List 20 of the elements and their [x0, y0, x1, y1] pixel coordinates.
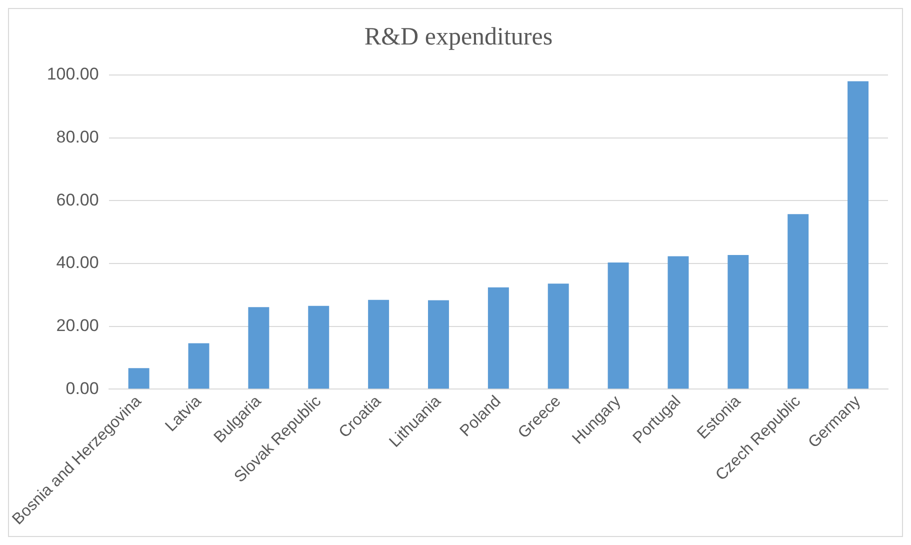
y-tick-label: 60.00 — [56, 190, 99, 210]
y-tick-label: 0.00 — [66, 378, 99, 398]
bar — [368, 300, 390, 389]
bar — [128, 368, 150, 389]
bar — [308, 306, 330, 389]
chart-title: R&D expenditures — [364, 24, 553, 51]
bar — [248, 307, 270, 389]
bar — [428, 300, 449, 389]
y-tick-label: 100.00 — [46, 64, 99, 84]
bar — [548, 284, 569, 389]
bar — [848, 81, 869, 389]
bar — [788, 214, 809, 389]
y-tick-label: 40.00 — [56, 253, 99, 272]
bar — [728, 255, 749, 389]
bar — [608, 262, 629, 389]
bar — [488, 287, 509, 389]
bar — [668, 256, 689, 389]
y-tick-label: 80.00 — [56, 128, 99, 147]
y-tick-label: 20.00 — [56, 316, 99, 336]
bar — [188, 343, 210, 389]
